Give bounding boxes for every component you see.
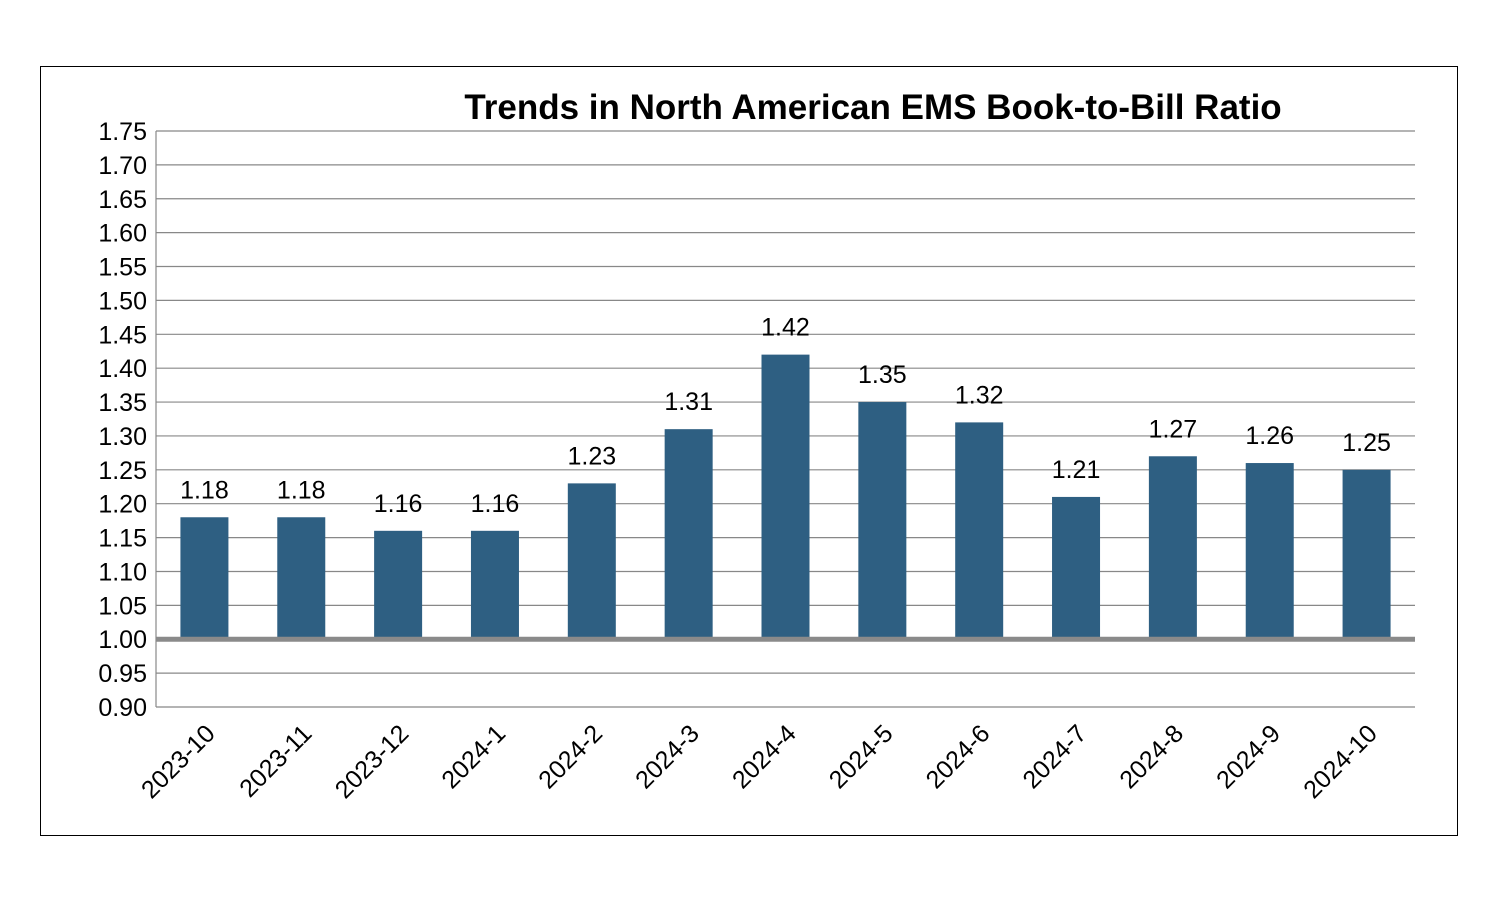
y-tick-label: 1.00 — [98, 626, 147, 654]
bar — [955, 422, 1004, 640]
y-tick-label: 1.70 — [98, 152, 147, 180]
bar — [664, 429, 713, 640]
y-tick-label: 1.60 — [98, 220, 147, 248]
bar — [1342, 469, 1391, 640]
x-tick-label: 2024-4 — [727, 719, 802, 794]
x-tick-label: 2023-11 — [234, 719, 317, 802]
bar — [1245, 463, 1294, 640]
data-label: 1.32 — [955, 381, 1004, 409]
bar — [567, 483, 616, 640]
y-tick-label: 1.10 — [98, 558, 147, 586]
y-tick-label: 1.50 — [98, 287, 147, 315]
x-tick-label: 2024-3 — [630, 719, 705, 794]
bar — [1052, 496, 1101, 640]
bar — [858, 402, 907, 640]
bar-chart: Trends in North American EMS Book-to-Bil… — [98, 88, 1415, 804]
data-label: 1.31 — [664, 388, 713, 416]
data-label: 1.16 — [374, 490, 423, 518]
y-tick-label: 1.25 — [98, 457, 147, 485]
x-tick-label: 2024-6 — [921, 719, 996, 794]
y-tick-label: 1.05 — [98, 592, 147, 620]
data-labels: 1.18 1.18 1.16 1.16 1.23 1.31 1.42 1.35 1.32 1.21… — [180, 314, 1391, 518]
data-label: 1.42 — [761, 314, 810, 342]
x-tick-label: 2024-9 — [1211, 719, 1286, 794]
bar — [277, 517, 326, 640]
y-tick-label: 1.65 — [98, 186, 147, 214]
x-tick-label: 2024-10 — [1298, 719, 1383, 804]
y-axis-tick-labels: 0.90 0.95 1.00 1.05 1.10 1.15 1.20 1.25 1.30 1.35… — [98, 118, 147, 722]
data-label: 1.18 — [180, 476, 229, 504]
y-tick-label: 1.75 — [98, 118, 147, 146]
y-tick-label: 1.45 — [98, 321, 147, 349]
x-tick-label: 2024-8 — [1114, 719, 1189, 794]
data-label: 1.18 — [277, 476, 326, 504]
bar — [761, 354, 810, 640]
chart-title: Trends in North American EMS Book-to-Bil… — [464, 88, 1281, 127]
x-tick-label: 2024-2 — [533, 719, 608, 794]
y-tick-label: 1.35 — [98, 389, 147, 417]
bar — [1148, 456, 1197, 640]
bar — [180, 517, 229, 640]
chart-frame: Trends in North American EMS Book-to-Bil… — [40, 66, 1458, 836]
data-label: 1.25 — [1342, 429, 1391, 457]
data-label: 1.23 — [567, 442, 616, 470]
data-label: 1.26 — [1245, 422, 1294, 450]
y-tick-label: 1.30 — [98, 423, 147, 451]
x-tick-label: 2024-1 — [436, 719, 511, 794]
data-label: 1.16 — [471, 490, 520, 518]
x-tick-label: 2024-7 — [1017, 719, 1092, 794]
bar — [470, 530, 519, 640]
y-tick-label: 1.15 — [98, 525, 147, 553]
bars — [180, 354, 1391, 640]
x-tick-label: 2023-10 — [136, 719, 221, 804]
y-tick-label: 1.55 — [98, 254, 147, 282]
data-label: 1.21 — [1052, 456, 1101, 484]
x-tick-label: 2023-12 — [330, 719, 415, 804]
y-tick-label: 1.20 — [98, 491, 147, 519]
y-tick-label: 0.90 — [98, 694, 147, 722]
data-label: 1.27 — [1149, 415, 1198, 443]
y-tick-label: 1.40 — [98, 355, 147, 383]
data-label: 1.35 — [858, 361, 907, 389]
x-tick-label: 2024-5 — [824, 719, 899, 794]
grid-lines — [155, 130, 1415, 708]
bar — [374, 530, 423, 640]
x-axis-tick-labels: 2023-10 2023-11 2023-12 2024-1 2024-2 2024-3 2… — [136, 719, 1383, 804]
y-tick-label: 0.95 — [98, 660, 147, 688]
